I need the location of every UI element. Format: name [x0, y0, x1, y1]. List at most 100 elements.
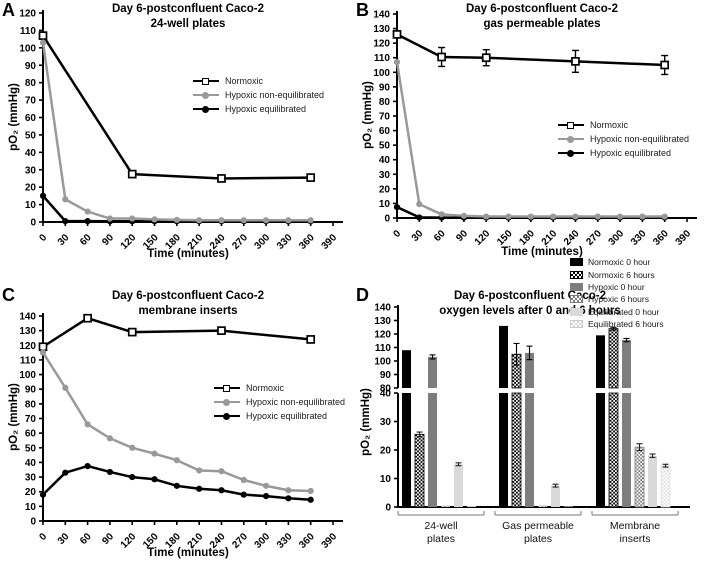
svg-text:330: 330	[629, 228, 649, 248]
svg-text:100: 100	[19, 43, 36, 54]
legend-label: Equilibrated 0 hour	[588, 306, 660, 317]
svg-text:330: 330	[275, 232, 295, 252]
svg-text:50: 50	[379, 141, 391, 152]
legend-label: Normoxic 6 hours	[588, 269, 655, 280]
svg-text:140: 140	[374, 303, 391, 314]
svg-text:0: 0	[30, 218, 36, 229]
svg-text:60: 60	[432, 228, 448, 244]
legend-label: Normoxic	[246, 383, 285, 393]
svg-text:100: 100	[374, 357, 391, 368]
svg-text:20: 20	[25, 487, 37, 498]
legend-item-normoxic-0-hour: Normoxic 0 hour	[570, 256, 664, 268]
svg-text:0: 0	[37, 531, 49, 543]
svg-text:20: 20	[25, 183, 37, 194]
svg-text:390: 390	[320, 232, 340, 252]
gray-circle-marker-icon	[193, 91, 219, 100]
gray-circle-marker-icon	[214, 398, 240, 407]
normoxic-line-marker-icon	[214, 384, 240, 393]
legend-item-normoxic-6-hours: Normoxic 6 hours	[570, 268, 664, 280]
svg-text:60: 60	[25, 429, 37, 440]
svg-text:30: 30	[410, 228, 426, 244]
legend-item-equilibrated-6-hours: Equilibrated 6 hours	[570, 318, 664, 330]
legend-item-hypoxic-non-equilibrated: Hypoxic non-equilibrated	[193, 88, 324, 102]
svg-text:70: 70	[25, 96, 37, 107]
svg-text:90: 90	[25, 61, 37, 72]
svg-text:90: 90	[454, 228, 470, 244]
legend-label: Equilibrated 6 hours	[588, 319, 664, 330]
panel-b-x-axis-label: Time (minutes)	[501, 246, 583, 258]
svg-text:120: 120	[119, 232, 139, 252]
panel-d-plot-area: 80 90 100 110 120 130 140 0 10 20 30 40	[374, 303, 690, 516]
svg-text:270: 270	[230, 531, 250, 551]
svg-text:300: 300	[253, 232, 273, 252]
panel-c-title-line1: Day 6-postconfluent Caco-2	[111, 290, 265, 302]
svg-text:210: 210	[186, 531, 206, 551]
svg-text:40: 40	[25, 148, 37, 159]
legend-label: Normoxic	[225, 76, 264, 86]
legend-label: Hypoxic non-equilibrated	[590, 134, 690, 144]
panel-b-legend: Normoxic Hypoxic non-equilibrated Hypoxi…	[558, 118, 689, 160]
normoxic-line-marker-icon	[558, 121, 584, 130]
svg-text:30: 30	[56, 531, 72, 547]
panel-c-title-line2: membrane inserts	[138, 305, 238, 317]
legend-item-hypoxic-6-hours: Hypoxic 6 hours	[570, 293, 664, 305]
svg-text:10: 10	[379, 199, 391, 210]
panel-d-letter: D	[356, 285, 369, 305]
svg-text:10: 10	[25, 200, 37, 211]
panel-d-legend: Normoxic 0 hour Normoxic 6 hours Hypoxic…	[570, 256, 664, 330]
svg-text:30: 30	[379, 170, 391, 181]
panel-c-plot-area: 0 10 20 30 40 50 60 70 80 90 100 110 120 130 140 0 30 60 9…	[19, 312, 343, 551]
legend-label: Hypoxic 6 hours	[588, 294, 649, 305]
group-label-gas-permeable-plates: Gas permeable plates	[502, 520, 574, 545]
panel-c-letter: C	[2, 285, 15, 305]
svg-text:150: 150	[141, 531, 161, 551]
svg-text:150: 150	[495, 228, 515, 248]
svg-text:60: 60	[25, 113, 37, 124]
svg-text:30: 30	[380, 417, 392, 428]
svg-text:120: 120	[473, 228, 493, 248]
group-label-membrane-inserts: Membrane inserts	[609, 520, 661, 545]
svg-text:110: 110	[374, 53, 391, 64]
svg-text:90: 90	[380, 370, 392, 381]
panel-a-legend: Normoxic Hypoxic non-equilibrated Hypoxi…	[193, 74, 324, 116]
normoxic-line-marker-icon	[193, 77, 219, 86]
svg-text:100: 100	[373, 68, 390, 79]
svg-text:90: 90	[100, 232, 116, 248]
svg-text:30: 30	[25, 165, 37, 176]
legend-label: Hypoxic equilibrated	[590, 148, 672, 158]
panel-d: D Day 6-postconfluent Caco-2 oxygen leve…	[354, 283, 708, 566]
svg-text:60: 60	[78, 232, 94, 248]
legend-item-hypoxic-equilibrated: Hypoxic equilibrated	[558, 146, 689, 160]
svg-text:20: 20	[379, 184, 391, 195]
panel-b: B Day 6-postconfluent Caco-2 gas permeab…	[354, 0, 708, 283]
light-gray-checkered-swatch-icon	[570, 320, 583, 329]
svg-text:0: 0	[384, 214, 390, 225]
svg-text:90: 90	[100, 531, 116, 547]
svg-text:120: 120	[19, 9, 36, 20]
panel-c-title: Day 6-postconfluent Caco-2 membrane inse…	[12, 289, 364, 319]
svg-text:90: 90	[25, 385, 37, 396]
svg-text:120: 120	[374, 330, 391, 341]
svg-text:140: 140	[19, 312, 36, 323]
svg-text:180: 180	[163, 531, 183, 551]
svg-text:30: 30	[25, 473, 37, 484]
svg-text:300: 300	[607, 228, 627, 248]
svg-text:110: 110	[375, 343, 392, 354]
panel-b-letter: B	[356, 0, 369, 20]
svg-text:180: 180	[517, 228, 537, 248]
svg-text:60: 60	[78, 531, 94, 547]
svg-text:120: 120	[373, 39, 390, 50]
svg-text:80: 80	[25, 78, 37, 89]
gray-circle-marker-icon	[558, 135, 584, 144]
svg-text:130: 130	[373, 24, 390, 35]
svg-text:240: 240	[562, 228, 582, 248]
svg-text:240: 240	[208, 531, 228, 551]
black-checkered-swatch-icon	[570, 270, 583, 279]
svg-text:60: 60	[379, 126, 391, 137]
panel-a-x-axis-label: Time (minutes)	[147, 248, 229, 260]
svg-text:120: 120	[119, 531, 139, 551]
black-circle-marker-icon	[193, 105, 219, 114]
legend-label: Hypoxic non-equilibrated	[225, 90, 325, 100]
panel-b-plot-area: 0 10 20 30 40 50 60 70 80 90 100 110 120 130 140 0 30 60 9…	[373, 10, 697, 248]
